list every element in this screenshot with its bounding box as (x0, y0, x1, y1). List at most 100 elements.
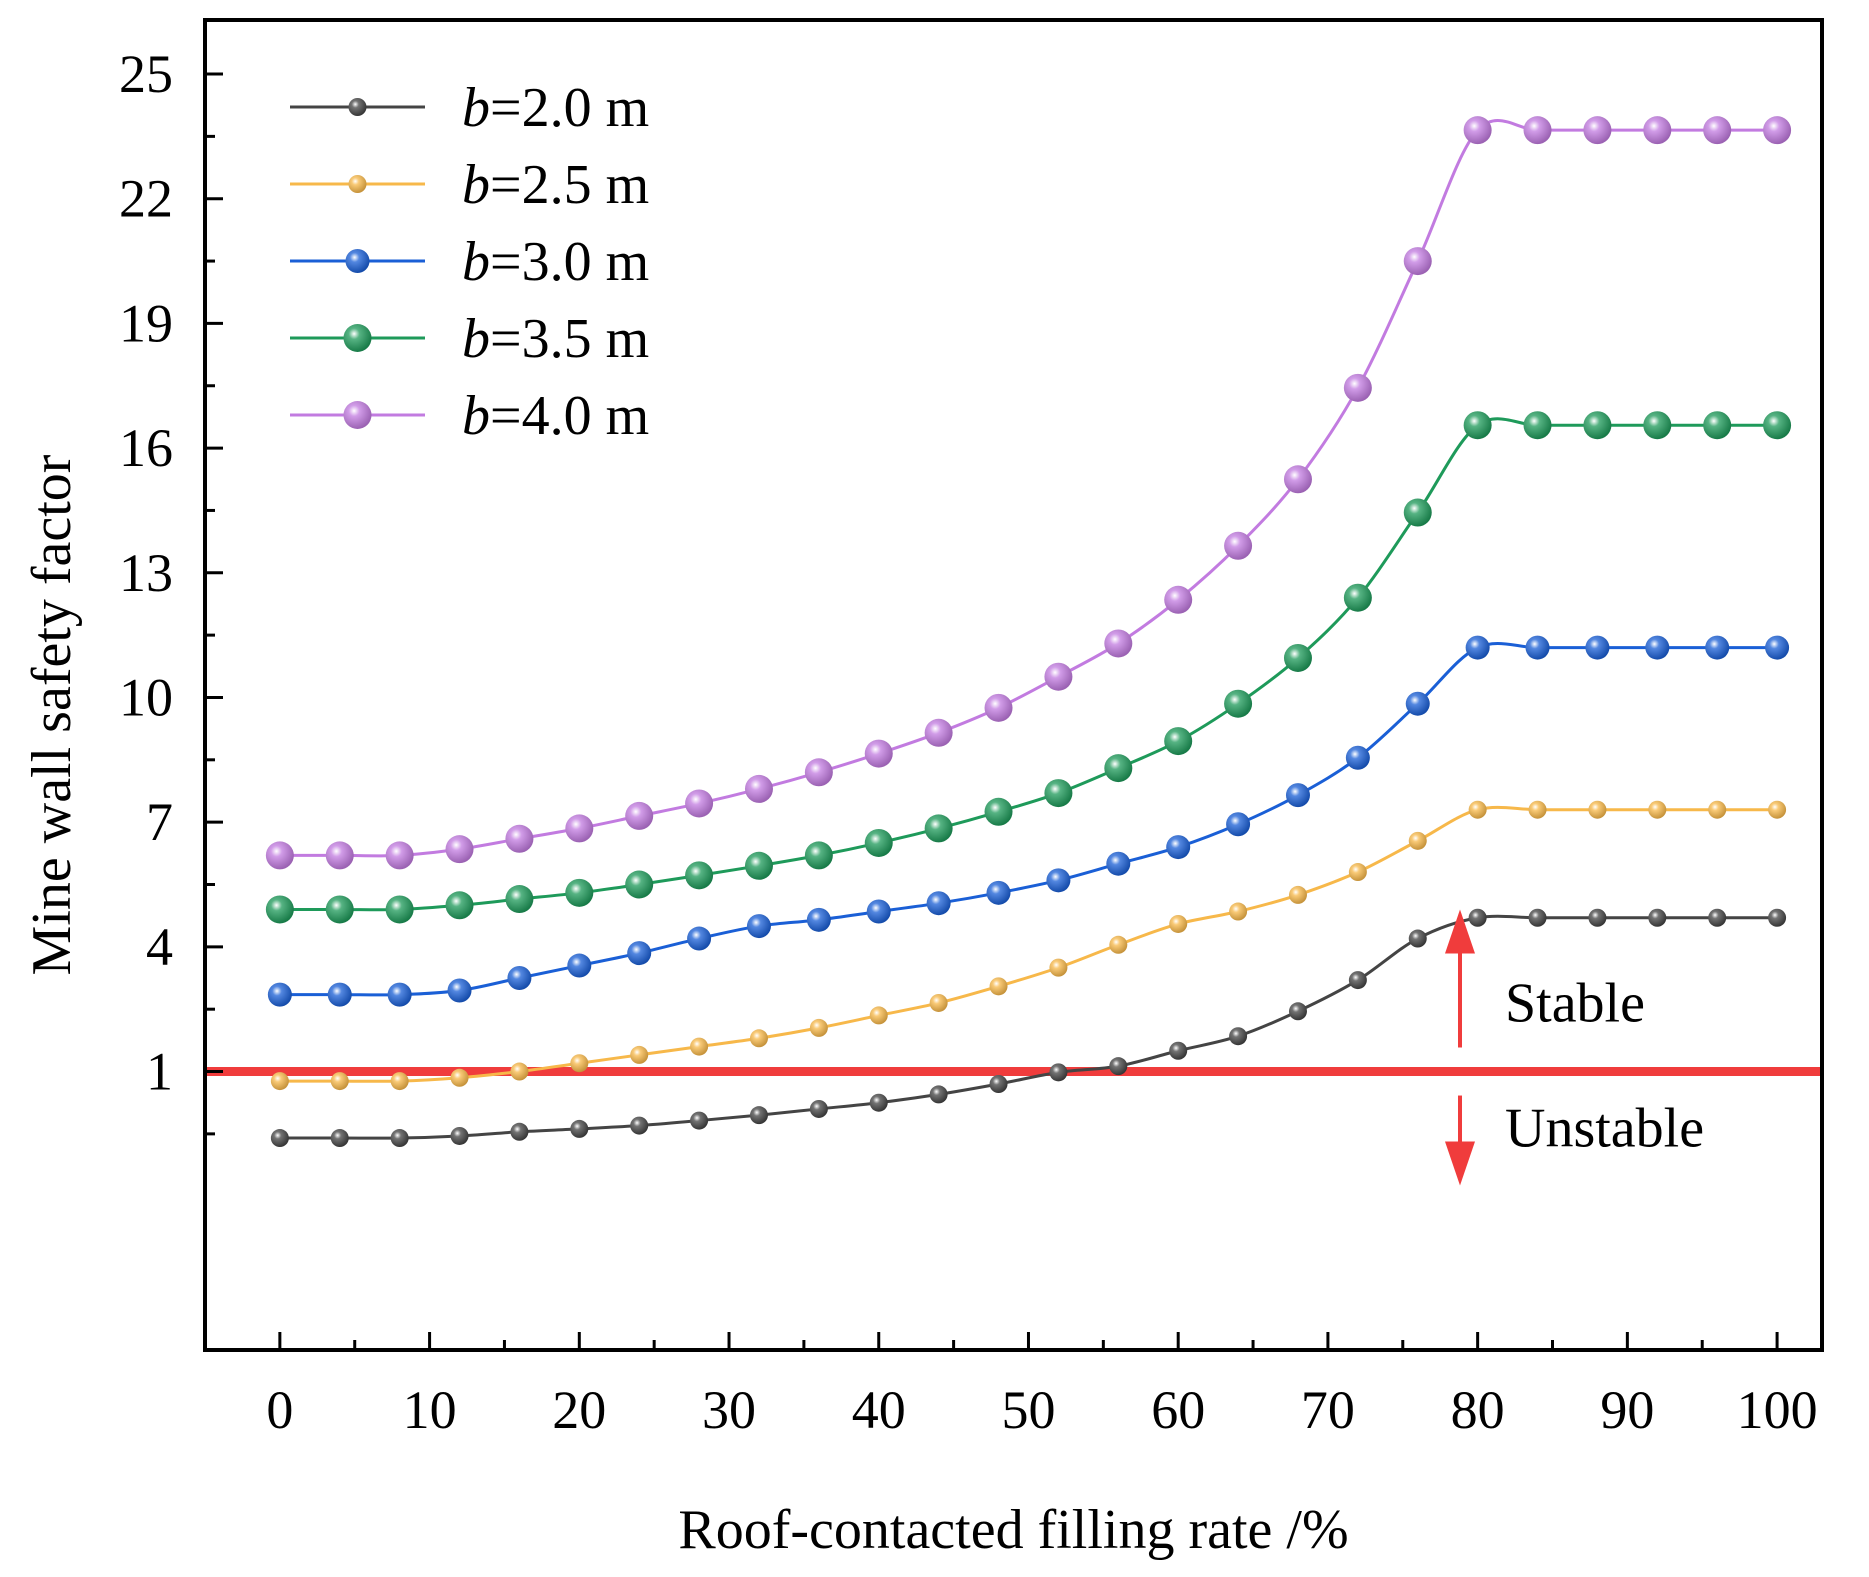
data-point (685, 861, 714, 890)
legend-marker (348, 98, 367, 116)
legend-label-variable: b (462, 77, 490, 139)
legend-label: b=2.5 m (462, 154, 649, 216)
series-2 (267, 635, 1790, 1007)
legend-marker (345, 249, 370, 273)
data-point (685, 789, 714, 818)
data-point (1288, 885, 1307, 904)
data-point (1109, 1057, 1128, 1076)
data-point (1763, 411, 1792, 440)
legend-label-variable: b (462, 308, 490, 370)
y-tick-label: 7 (146, 792, 173, 852)
data-point (1468, 908, 1487, 927)
data-point (1288, 1002, 1307, 1021)
legend-label: b=2.0 m (462, 77, 649, 139)
x-tick-label: 10 (403, 1380, 457, 1440)
data-point (1224, 531, 1253, 560)
data-point (630, 1116, 649, 1135)
x-tick-label: 60 (1151, 1380, 1205, 1440)
data-point (1643, 411, 1672, 440)
data-point (330, 1129, 349, 1148)
data-point (1049, 1063, 1068, 1082)
data-point (929, 1085, 948, 1104)
data-point (447, 978, 472, 1003)
data-point (1648, 908, 1667, 927)
data-point (630, 1045, 649, 1064)
data-point (746, 914, 771, 939)
data-point (744, 774, 773, 803)
unstable-label: Unstable (1505, 1098, 1704, 1160)
data-point (749, 1029, 768, 1048)
data-point (690, 1037, 709, 1056)
data-point (864, 828, 893, 857)
data-point (1405, 691, 1430, 716)
x-tick-label: 20 (552, 1380, 606, 1440)
data-point (1104, 629, 1133, 658)
data-point (1104, 754, 1133, 783)
legend-item: b=4.0 m (290, 385, 649, 447)
data-point (1229, 902, 1248, 921)
series-4 (265, 116, 1792, 870)
data-point (1164, 727, 1193, 756)
x-axis-title: Roof-contacted filling rate /% (678, 1499, 1348, 1561)
data-point (1528, 800, 1547, 819)
y-tick-label: 19 (119, 293, 173, 353)
series-line (279, 641, 1778, 997)
data-point (507, 966, 532, 991)
data-point (1109, 935, 1128, 954)
data-point (1403, 498, 1432, 527)
data-point (1765, 635, 1790, 660)
data-point (1343, 583, 1372, 612)
data-point (625, 870, 654, 899)
legend-label-variable: b (462, 154, 490, 216)
data-point (1525, 635, 1550, 660)
series-layer (265, 116, 1792, 1148)
y-tick-label: 1 (146, 1042, 173, 1102)
data-point (270, 1072, 289, 1091)
data-point (390, 1129, 409, 1148)
data-point (265, 895, 294, 924)
data-point (1044, 662, 1073, 691)
ticks-layer: 0 10 20 30 40 50 60 70 80 90 100 1 4 7 10 13 16 19 22 25 (119, 44, 1818, 1440)
legend-item: b=2.5 m (290, 154, 649, 216)
data-point (1343, 373, 1372, 402)
data-point (1528, 908, 1547, 927)
data-point (570, 1119, 589, 1138)
data-point (1648, 800, 1667, 819)
data-point (806, 907, 831, 932)
data-point (565, 814, 594, 843)
data-point (1703, 411, 1732, 440)
data-point (989, 977, 1008, 996)
data-point (1403, 247, 1432, 276)
legend-label-variable: b (462, 385, 490, 447)
data-point (1229, 1027, 1248, 1046)
data-point (804, 758, 833, 787)
data-point (565, 878, 594, 907)
legend-label-value: =4.0 m (490, 385, 649, 447)
data-point (924, 814, 953, 843)
data-point (1708, 800, 1727, 819)
data-point (1583, 116, 1612, 145)
data-point (687, 926, 712, 951)
data-point (1708, 908, 1727, 927)
unstable-arrow-head (1445, 1141, 1475, 1186)
data-point (450, 1068, 469, 1087)
data-point (1643, 116, 1672, 145)
data-point (1164, 585, 1193, 614)
data-point (325, 895, 354, 924)
data-point (984, 797, 1013, 826)
data-point (926, 891, 951, 916)
data-point (1585, 635, 1610, 660)
y-tick-label: 10 (119, 667, 173, 727)
x-tick-label: 40 (852, 1380, 906, 1440)
data-point (445, 891, 474, 920)
legend-item: b=3.5 m (290, 308, 649, 370)
series-3 (265, 411, 1792, 924)
data-point (570, 1054, 589, 1073)
y-tick-label: 13 (119, 543, 173, 603)
data-point (1465, 635, 1490, 660)
data-point (625, 801, 654, 830)
data-point (510, 1122, 529, 1141)
data-point (627, 941, 652, 966)
legend-label-value: =3.5 m (490, 308, 649, 370)
data-point (1283, 465, 1312, 494)
